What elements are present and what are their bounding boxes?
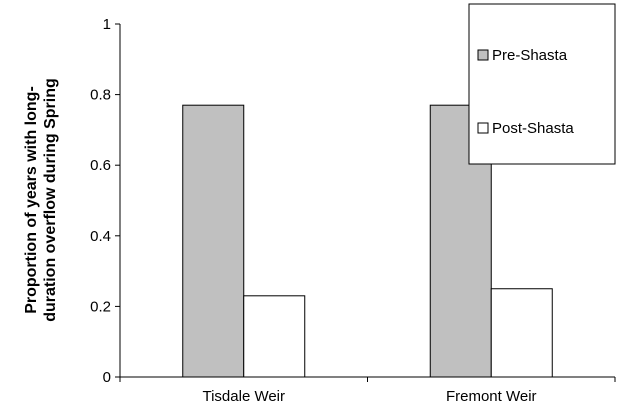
bar-post-shasta-fremont-weir (490, 288, 553, 378)
legend-swatch (477, 49, 489, 61)
y-tick-label: 0.6 (90, 157, 111, 174)
y-tick-label: 0 (103, 369, 111, 386)
y-tick-label: 1 (103, 16, 111, 33)
y-axis-title: Proportion of years with long- duration … (23, 78, 59, 322)
legend-swatch (477, 122, 489, 134)
legend: Pre-Shasta Post-Shasta (468, 3, 616, 165)
y-tick-label: 0.2 (90, 298, 111, 315)
legend-box (468, 3, 616, 165)
bar-post-shasta-tisdale-weir (243, 295, 306, 378)
y-axis-title-line-1: Proportion of years with long- (23, 86, 40, 314)
bar-pre-shasta-tisdale-weir (182, 104, 245, 378)
x-tick-label: Fremont Weir (446, 388, 537, 405)
y-axis-title-line-2: duration overflow during Spring (42, 78, 59, 322)
y-tick-label: 0.4 (90, 228, 111, 245)
x-tick-label: Tisdale Weir (202, 388, 285, 405)
legend-label: Post-Shasta (492, 120, 574, 137)
legend-label: Pre-Shasta (492, 47, 568, 64)
y-tick-label: 0.8 (90, 87, 111, 104)
